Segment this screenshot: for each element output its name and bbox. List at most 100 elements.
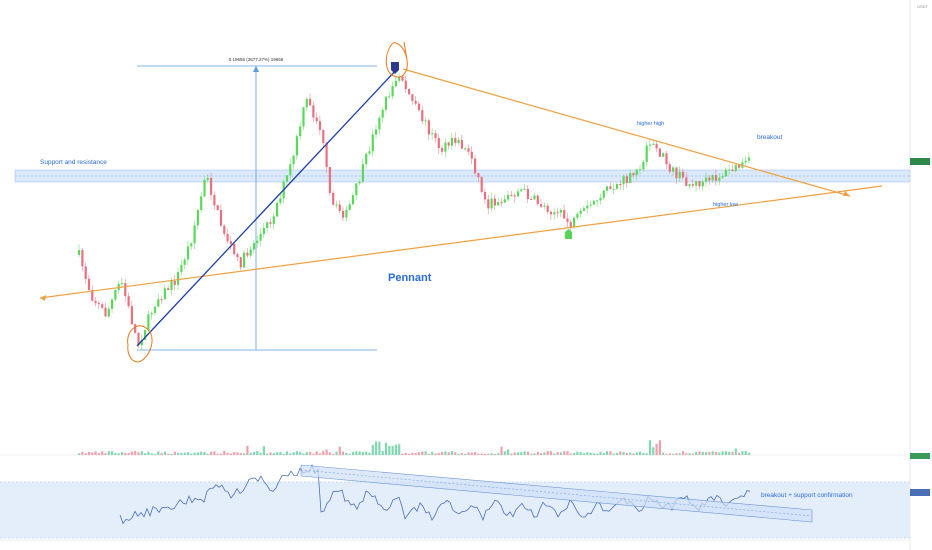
volume-bar: [338, 446, 341, 455]
volume-bar: [289, 453, 292, 455]
candle-body: [87, 278, 91, 291]
higher-low-label: higher low: [713, 202, 738, 208]
volume-bar: [355, 451, 358, 455]
candle-body: [454, 137, 457, 143]
candle-body: [533, 195, 536, 200]
candle-body: [186, 246, 190, 260]
candle-body: [163, 288, 166, 300]
volume-bar: [691, 453, 694, 455]
candle-body: [81, 250, 84, 267]
volume-bar: [642, 452, 645, 455]
candle-body: [345, 209, 348, 218]
candle-body: [431, 133, 434, 135]
volume-bar: [368, 452, 371, 455]
candle-body: [665, 153, 668, 165]
volume-bar: [543, 452, 546, 455]
volume-bar: [672, 453, 675, 455]
candle-body: [226, 233, 229, 242]
candle-body: [246, 252, 249, 256]
volume-bar: [180, 452, 183, 455]
volume-bar: [606, 451, 609, 455]
candle-body: [589, 204, 592, 206]
volume-bar: [163, 451, 166, 455]
candle-body: [312, 105, 315, 118]
volume-bar: [84, 453, 87, 455]
volume-bar: [678, 453, 681, 455]
volume-bar: [447, 452, 450, 455]
candle-body: [731, 169, 734, 172]
candle-body: [309, 98, 312, 106]
volume-bar: [249, 452, 252, 455]
candle-body: [252, 243, 256, 250]
candle-body: [457, 139, 460, 143]
candle-body: [629, 173, 632, 183]
candle-body: [94, 300, 97, 303]
candle-body: [566, 218, 569, 222]
volume-bar: [596, 453, 599, 455]
candle-body: [530, 198, 533, 200]
candle-body: [678, 171, 681, 179]
candle-body: [404, 80, 407, 89]
candle-body: [216, 205, 219, 211]
candle-body: [487, 199, 490, 209]
volume-bar: [262, 446, 265, 455]
volume-bar: [431, 451, 434, 455]
candle-body: [401, 76, 404, 81]
volume-bar: [196, 452, 199, 455]
candle-body: [365, 153, 368, 165]
rsi-note-label: breakout + support confirmation: [761, 492, 853, 499]
candle-body: [259, 233, 262, 241]
candle-body: [540, 204, 543, 207]
volume-bar: [160, 453, 163, 455]
volume-bar: [434, 453, 437, 455]
candle-body: [619, 184, 622, 186]
candle-body: [622, 176, 625, 185]
volume-bar: [97, 453, 100, 455]
volume-bar: [81, 451, 84, 455]
volume-bar: [497, 453, 500, 455]
volume-bar: [127, 453, 130, 455]
volume-bar: [348, 453, 351, 455]
volume-bar: [91, 452, 94, 455]
volume-bar: [236, 452, 239, 455]
candle-body: [642, 162, 645, 170]
volume-bar: [417, 452, 421, 455]
volume-bar: [734, 448, 737, 455]
volume-bar: [183, 452, 186, 455]
volume-bar: [203, 451, 206, 455]
candle-body: [427, 120, 430, 135]
candle-body: [714, 175, 718, 181]
candle-body: [114, 289, 117, 300]
volume-bar: [424, 451, 427, 455]
volume-bar: [457, 453, 460, 455]
volume-bar: [269, 452, 272, 455]
candle-body: [332, 192, 335, 205]
candle-body: [315, 117, 318, 122]
candle-body: [200, 196, 203, 211]
volume-bar: [328, 452, 331, 455]
volume-bars-group: [78, 440, 751, 455]
candle-body: [295, 136, 298, 156]
higher-high-label: higher high: [637, 121, 664, 127]
candle-body: [299, 126, 302, 137]
candle-body: [78, 250, 81, 255]
volume-bar: [173, 451, 176, 455]
volume-bar: [467, 452, 470, 455]
volume-bar: [602, 453, 605, 455]
candle-body: [586, 205, 589, 209]
candle-body: [728, 169, 731, 171]
candle-body: [177, 272, 180, 285]
volume-bar: [701, 451, 704, 455]
candle-body: [470, 151, 473, 159]
candle-body: [513, 195, 516, 197]
candle-body: [256, 240, 259, 244]
volume-bar: [526, 451, 529, 455]
volume-bar: [510, 453, 513, 455]
volume-bar: [137, 452, 140, 455]
candle-body: [559, 209, 562, 213]
volume-bar: [391, 445, 394, 455]
candle-body: [150, 312, 153, 315]
candle-body: [738, 164, 741, 168]
candle-body: [681, 171, 685, 178]
